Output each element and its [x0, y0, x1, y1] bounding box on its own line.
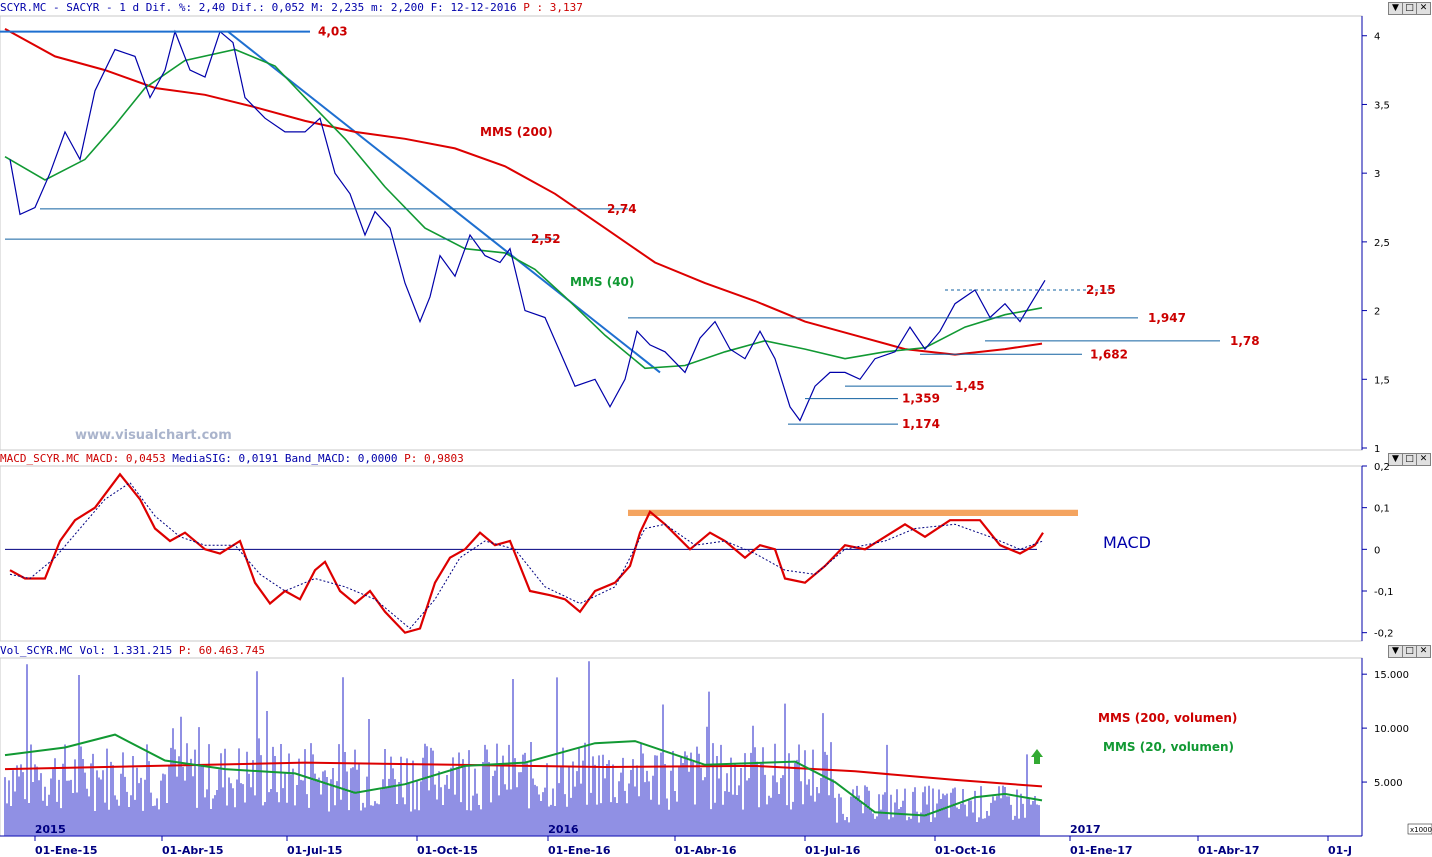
vol-series-0	[4, 761, 1043, 788]
price-header-dif-pct-label: Dif. %:	[145, 1, 193, 14]
level-label-6: 1,682	[1090, 347, 1128, 361]
price-series-0	[4, 28, 1043, 356]
x-tick-4: 01-Ene-16	[548, 844, 611, 857]
x-tick-10: 01-J	[1328, 844, 1352, 857]
macd-band	[628, 509, 1078, 516]
price-series-1	[4, 48, 1043, 370]
x-tick-9: 01-Abr-17	[1198, 844, 1260, 857]
unit-label: x1000	[1410, 826, 1432, 834]
x-tick-5: 01-Abr-16	[675, 844, 737, 857]
macd-panel-frame	[0, 465, 1363, 642]
vol-header-p: 60.463.745	[198, 644, 265, 657]
vol-header-p-label: P:	[178, 644, 193, 657]
level-label-3: 2,15	[1086, 283, 1116, 297]
level-label-1: 2,74	[607, 202, 637, 216]
x-tick-6: 01-Jul-16	[805, 844, 861, 857]
price-header-symbol: SCYR.MC - SACYR - 1 d	[0, 1, 140, 14]
level-label-9: 1,174	[902, 417, 940, 431]
price-y-tick-3: 2,5	[1374, 238, 1390, 249]
macd-header-macd-label: MACD:	[86, 452, 120, 465]
vol-panel-header: Vol_SCYR.MC Vol: 1.331.215 P: 60.463.745	[0, 643, 265, 658]
price-y-tick-1: 1,5	[1374, 375, 1390, 386]
level-label-7: 1,45	[955, 379, 985, 393]
macd-header-sig: 0,0191	[238, 452, 279, 465]
price-minimize-button[interactable]: ▼	[1388, 2, 1403, 15]
macd-y-tick-4: -0,2	[1374, 629, 1394, 640]
vol-y-tick-1: 10.000	[1374, 724, 1409, 735]
price-header-max: 2,235	[331, 1, 365, 14]
level-label-4: 1,947	[1148, 311, 1186, 325]
price-y-tick-0: 1	[1374, 444, 1380, 455]
mms200-annotation: MMS (200)	[480, 125, 553, 139]
macd-annotation: MACD	[1103, 533, 1151, 552]
macd-header-band-label: Band_MACD:	[284, 452, 352, 465]
vol-maximize-button[interactable]: □	[1402, 645, 1417, 658]
unit-badge	[1407, 823, 1432, 835]
x-tick-1: 01-Abr-15	[162, 844, 224, 857]
x-tick-8: 01-Ene-17	[1070, 844, 1133, 857]
price-series-2	[9, 29, 1046, 422]
level-label-5: 1,78	[1230, 334, 1260, 348]
macd-header-name: MACD_SCYR.MC	[0, 452, 80, 465]
macd-series-0	[9, 472, 1044, 634]
price-header-date-label: F:	[430, 1, 444, 14]
vol-y-tick-0: 15.000	[1374, 670, 1409, 681]
vol-close-button[interactable]: ✕	[1416, 645, 1431, 658]
vol-mms200-annotation: MMS (200, volumen)	[1098, 711, 1237, 725]
x-tick-7: 01-Oct-16	[935, 844, 996, 857]
vol-header-vol: 1.331.215	[112, 644, 173, 657]
price-panel-header: SCYR.MC - SACYR - 1 d Dif. %: 2,40 Dif.:…	[0, 0, 583, 15]
macd-header-sig-label: MediaSIG:	[172, 452, 232, 465]
year-label-1: 2016	[548, 823, 579, 836]
level-label-2: 2,52	[531, 232, 561, 246]
macd-y-tick-2: 0	[1374, 545, 1380, 556]
macd-series-1	[9, 482, 1044, 630]
price-header-date: 12-12-2016	[450, 1, 517, 14]
macd-panel-header: MACD_SCYR.MC MACD: 0,0453 MediaSIG: 0,01…	[0, 451, 464, 466]
price-header-min: 2,200	[390, 1, 424, 14]
year-label-0: 2015	[35, 823, 66, 836]
macd-y-tick-0: 0,2	[1374, 462, 1390, 473]
up-arrow-icon	[1031, 749, 1043, 764]
level-label-0: 4,03	[318, 25, 348, 39]
macd-header-macd: 0,0453	[125, 452, 166, 465]
price-y-tick-2: 2	[1374, 307, 1380, 318]
macd-y-tick-1: 0,1	[1374, 504, 1390, 515]
vol-header-vol-label: Vol:	[79, 644, 106, 657]
macd-close-button[interactable]: ✕	[1416, 453, 1431, 466]
vol-y-tick-2: 5.000	[1374, 778, 1403, 789]
price-y-tick-5: 3,5	[1374, 100, 1390, 111]
vol-mms20-annotation: MMS (20, volumen)	[1103, 740, 1234, 754]
x-tick-2: 01-Jul-15	[287, 844, 342, 857]
year-label-2: 2017	[1070, 823, 1101, 836]
macd-y-tick-3: -0,1	[1374, 587, 1394, 598]
macd-header-band: 0,0000	[357, 452, 398, 465]
macd-header-p: 0,9803	[423, 452, 464, 465]
macd-header-p-label: P:	[404, 452, 418, 465]
level-label-8: 1,359	[902, 392, 940, 406]
vol-header-name: Vol_SCYR.MC	[0, 644, 73, 657]
price-y-tick-4: 3	[1374, 169, 1380, 180]
price-close-button[interactable]: ✕	[1416, 2, 1431, 15]
mms40-annotation: MMS (40)	[570, 275, 634, 289]
watermark: www.visualchart.com	[75, 428, 232, 443]
x-tick-3: 01-Oct-15	[417, 844, 478, 857]
price-header-dif-pct: 2,40	[198, 1, 226, 14]
vol-series-1	[4, 733, 1043, 817]
x-tick-0: 01-Ene-15	[35, 844, 98, 857]
price-header-dif: 0,052	[271, 1, 305, 14]
price-header-p-label: P :	[523, 1, 544, 14]
trend-line	[227, 30, 661, 374]
price-panel-frame	[0, 15, 1363, 451]
price-header-max-label: M:	[311, 1, 325, 14]
price-header-min-label: m:	[370, 1, 385, 14]
price-header-p: 3,137	[549, 1, 583, 14]
price-y-tick-6: 4	[1374, 32, 1380, 43]
price-header-dif-label: Dif.:	[231, 1, 265, 14]
